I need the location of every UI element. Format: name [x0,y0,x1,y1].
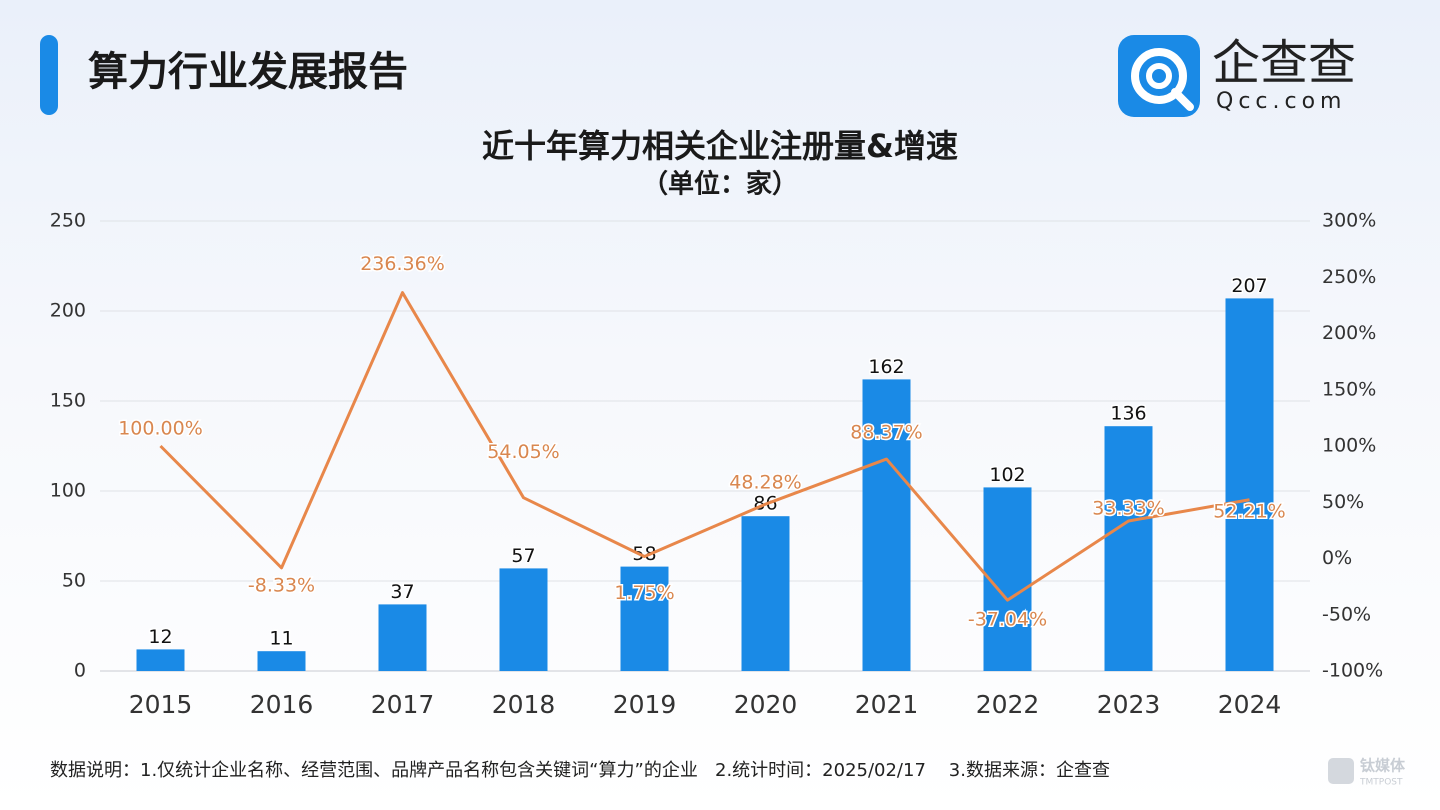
y2-tick-label: 150% [1322,378,1376,400]
bar-value-label: 58 [632,543,656,565]
line-value-label: 1.75% [614,582,674,604]
y2-tick-label: 200% [1322,322,1376,344]
chart-subtitle: （单位：家） [642,169,798,200]
bar [741,516,790,671]
line-value-label: 100.00% [118,418,203,440]
x-tick-label: 2019 [613,690,677,719]
bar [862,379,911,671]
line-value-label: 88.37% [850,422,922,444]
growth-line [159,291,1250,602]
logo-icon [1131,48,1187,104]
watermark: 钛媒体 [1360,757,1406,775]
y-tick-label: 100 [50,480,86,502]
line-value-label: -37.04% [968,609,1047,631]
bar-value-label: 11 [269,628,293,650]
line-value-label: 52.21% [1213,500,1285,522]
logo-domain: Qcc.com [1216,89,1347,114]
line-value-label: 236.36% [360,253,445,275]
bar [1104,426,1153,671]
bar [257,651,306,671]
y-tick-label: 150 [50,390,86,412]
y2-tick-label: 50% [1322,491,1364,513]
watermark-icon [1328,758,1354,784]
page-title: 算力行业发展报告 [88,49,408,95]
line-value-label: -8.33% [248,574,315,596]
bar-value-label: 12 [148,626,172,648]
bar-value-label: 37 [390,581,414,603]
watermark: TMTPOST [1359,778,1403,788]
y2-tick-label: 100% [1322,435,1376,457]
logo-icon [1171,88,1194,111]
y-tick-label: 200 [50,300,86,322]
bar [620,566,669,671]
x-tick-label: 2024 [1218,690,1282,719]
bar [378,604,427,671]
bar-value-label: 207 [1231,275,1267,297]
bar-value-label: 102 [989,464,1025,486]
bar [499,568,548,671]
bar [136,649,185,671]
bar-value-label: 86 [753,493,777,515]
bar-value-label: 162 [868,356,904,378]
chart-title: 近十年算力相关企业注册量&增速 [482,127,958,165]
x-tick-label: 2018 [492,690,556,719]
y2-tick-label: 250% [1322,266,1376,288]
bar-value-label: 136 [1110,403,1146,425]
y-tick-label: 0 [74,660,86,682]
line-value-label: 54.05% [487,441,559,463]
logo-icon [1146,63,1172,89]
x-tick-label: 2017 [371,690,435,719]
x-tick-label: 2020 [734,690,798,719]
bar-value-label: 57 [511,545,535,567]
y2-tick-label: -100% [1322,660,1383,682]
y2-tick-label: 300% [1322,210,1376,232]
x-tick-label: 2023 [1097,690,1161,719]
y2-tick-label: -50% [1322,603,1371,625]
y2-tick-label: 0% [1322,547,1352,569]
logo-name: 企查查 [1212,35,1356,91]
bar [1225,298,1274,671]
x-tick-label: 2022 [976,690,1040,719]
x-tick-label: 2015 [129,690,193,719]
title-accent [40,35,58,115]
footnote: 数据说明：1.仅统计企业名称、经营范围、品牌产品名称包含关键词“算力”的企业 2… [50,760,1110,781]
line-value-label: 33.33% [1092,498,1164,520]
y-tick-label: 250 [50,210,86,232]
x-tick-label: 2016 [250,690,314,719]
bar [983,487,1032,671]
y-tick-label: 50 [62,570,86,592]
x-tick-label: 2021 [855,690,919,719]
line-value-label: 48.28% [729,472,801,494]
